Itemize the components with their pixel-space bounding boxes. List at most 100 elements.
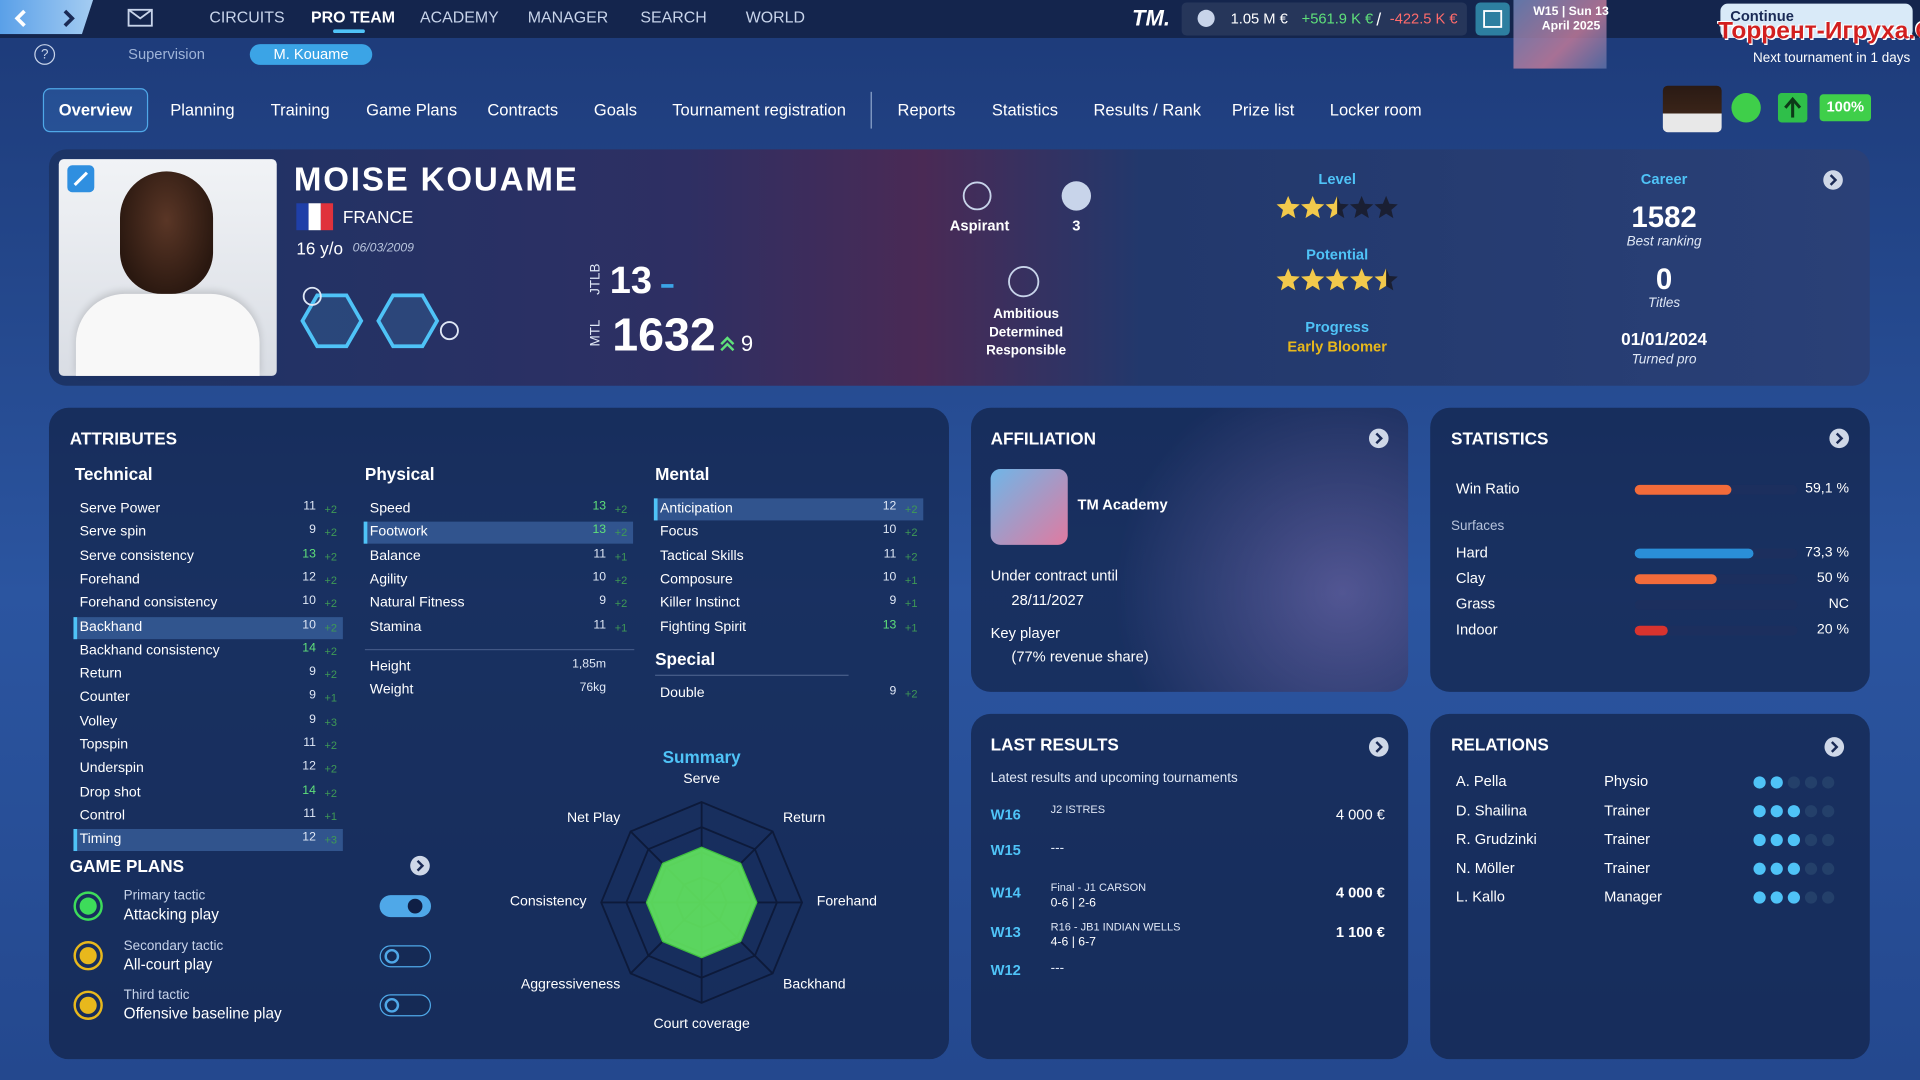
attribute-value: 11 <box>303 736 316 750</box>
level-label: Level <box>1318 170 1356 188</box>
tab[interactable]: Training <box>270 100 330 120</box>
nav-item[interactable]: ACADEMY <box>420 7 499 27</box>
stat-name: Grass <box>1455 595 1496 613</box>
edit-button[interactable] <box>67 165 95 193</box>
attribute-name: Backhand consistency <box>79 643 220 658</box>
attribute-value: 11 <box>303 499 316 514</box>
arrow-button[interactable] <box>1829 428 1849 449</box>
tab-active-box[interactable] <box>42 88 149 133</box>
result-week[interactable]: W15 <box>990 841 1021 859</box>
nav-item[interactable]: SEARCH <box>640 7 707 27</box>
nav-item[interactable]: WORLD <box>745 7 805 27</box>
attribute-name: Anticipation <box>660 501 733 516</box>
attribute-name: Stamina <box>369 619 422 635</box>
mood-icon <box>1731 93 1761 123</box>
tab[interactable]: Goals <box>593 100 638 120</box>
result-week[interactable]: W16 <box>990 805 1021 823</box>
result-week[interactable]: W13 <box>990 923 1021 941</box>
attribute-value: 13 <box>302 547 316 561</box>
attribute-value: 10 <box>302 594 316 608</box>
radar-axis-label: Net Play <box>567 811 621 826</box>
tab[interactable]: Planning <box>170 100 235 120</box>
watermark: Торрент-Игруха.Орг <box>1717 17 1920 45</box>
trait: Responsible <box>986 343 1067 359</box>
nav-item[interactable]: PRO TEAM <box>311 7 396 27</box>
attribute-name: Serve spin <box>79 524 147 540</box>
attribute-value: 10 <box>302 618 316 632</box>
arrow-button[interactable] <box>1823 170 1843 190</box>
attribute-name: Counter <box>79 690 130 706</box>
subnav-pill[interactable] <box>249 44 373 65</box>
next-tournament: Next tournament in 1 days <box>1752 51 1911 66</box>
arrow-button[interactable] <box>1368 737 1389 757</box>
panel-title: GAME PLANS <box>69 855 185 876</box>
toggle[interactable] <box>379 895 432 918</box>
subnav-item[interactable]: Supervision <box>128 44 205 62</box>
continue-button[interactable] <box>1720 3 1913 38</box>
nav-item[interactable]: MANAGER <box>527 7 609 27</box>
mtl-rank: 1632 <box>612 309 716 362</box>
result-week[interactable]: W12 <box>990 961 1021 979</box>
best-ranking: 1582 <box>1631 201 1697 235</box>
tab-separator <box>870 91 872 129</box>
attribute-delta: +1 <box>904 621 918 634</box>
tab[interactable]: Contracts <box>487 100 559 120</box>
jtlb-label: JTLB <box>588 263 604 295</box>
attribute-value: 9 <box>309 688 316 703</box>
attribute-delta: +1 <box>324 810 338 823</box>
arrow-button[interactable] <box>410 855 430 876</box>
relation-role: Physio <box>1604 772 1649 790</box>
attribute-value: 12 <box>302 570 316 585</box>
stat-name: Win Ratio <box>1455 480 1520 498</box>
attribute-delta: +2 <box>904 550 918 563</box>
tab[interactable]: Tournament registration <box>672 100 846 120</box>
attribute-delta: +1 <box>614 621 628 634</box>
attribute-name: Double <box>660 686 705 701</box>
result-week[interactable]: W14 <box>990 884 1021 902</box>
attribute-name: Timing <box>79 832 122 847</box>
tab[interactable]: Game Plans <box>366 100 458 120</box>
arrow-button[interactable] <box>1368 428 1389 449</box>
tactic-name: Offensive baseline play <box>123 1005 282 1023</box>
group-title: Special <box>655 648 716 669</box>
tab[interactable]: Reports <box>897 100 956 120</box>
history-buttons[interactable] <box>0 0 94 35</box>
progress: Early Bloomer <box>1287 338 1387 356</box>
mtl-change: 9 <box>740 331 754 356</box>
attribute-value: 13 <box>592 523 607 537</box>
attribute-value: 10 <box>592 570 607 585</box>
affiliation-panel <box>971 407 1409 692</box>
photo-shirt <box>75 293 260 376</box>
tab[interactable]: Results / Rank <box>1093 100 1201 120</box>
attribute-delta: +2 <box>614 526 628 539</box>
tab[interactable]: Overview <box>58 100 133 120</box>
arrow-button[interactable] <box>1824 737 1845 757</box>
tab[interactable]: Statistics <box>991 100 1058 120</box>
tab[interactable]: Locker room <box>1329 100 1422 120</box>
balance: 1.05 M € <box>1230 9 1288 28</box>
career-label: Career <box>1640 170 1688 188</box>
tab[interactable]: Prize list <box>1231 100 1295 120</box>
toggle-knob <box>384 948 400 964</box>
contract-end: 28/11/2027 <box>1011 591 1084 609</box>
attribute-delta: +3 <box>324 715 338 728</box>
trait: Ambitious <box>993 306 1060 322</box>
calendar-button[interactable] <box>1475 2 1510 36</box>
subnav-item[interactable]: M. Kouame <box>273 44 349 62</box>
result-event: J2 ISTRES <box>1050 803 1106 816</box>
continue-label[interactable]: Continue <box>1730 7 1794 25</box>
row-highlight <box>363 521 634 545</box>
help-button[interactable] <box>34 44 56 65</box>
group-title: Mental <box>655 464 710 484</box>
attribute-name: Killer Instinct <box>660 595 740 611</box>
help-label[interactable]: ? <box>40 46 49 62</box>
result-score: 4-6 | 6-7 <box>1050 935 1096 950</box>
nav-item[interactable]: CIRCUITS <box>209 7 285 27</box>
attribute-name: Underspin <box>79 761 144 776</box>
attribute-name: Drop shot <box>79 784 141 800</box>
result-score: 0-6 | 2-6 <box>1050 896 1096 911</box>
result-prize: 1 100 € <box>1335 923 1385 941</box>
attribute-delta: +2 <box>324 739 338 752</box>
measure-value: 1,85m <box>572 657 607 672</box>
